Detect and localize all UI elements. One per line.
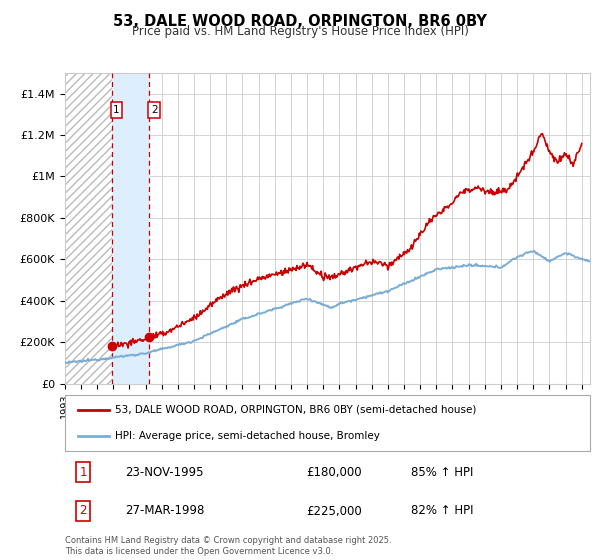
Text: 1: 1 [113,105,120,115]
Bar [112,73,149,384]
FancyBboxPatch shape [65,395,590,451]
Text: Contains HM Land Registry data © Crown copyright and database right 2025.
This d: Contains HM Land Registry data © Crown c… [65,536,391,556]
Text: £225,000: £225,000 [307,505,362,517]
Text: 27-MAR-1998: 27-MAR-1998 [125,505,205,517]
Text: 53, DALE WOOD ROAD, ORPINGTON, BR6 0BY (semi-detached house): 53, DALE WOOD ROAD, ORPINGTON, BR6 0BY (… [115,405,476,415]
Text: 2: 2 [79,505,87,517]
Text: 82% ↑ HPI: 82% ↑ HPI [412,505,474,517]
Text: 53, DALE WOOD ROAD, ORPINGTON, BR6 0BY: 53, DALE WOOD ROAD, ORPINGTON, BR6 0BY [113,14,487,29]
Text: 85% ↑ HPI: 85% ↑ HPI [412,466,473,479]
Text: 23-NOV-1995: 23-NOV-1995 [125,466,203,479]
Text: Price paid vs. HM Land Registry's House Price Index (HPI): Price paid vs. HM Land Registry's House … [131,25,469,38]
Text: 1: 1 [79,466,87,479]
Text: £180,000: £180,000 [307,466,362,479]
Text: 2: 2 [151,105,158,115]
Text: HPI: Average price, semi-detached house, Bromley: HPI: Average price, semi-detached house,… [115,431,380,441]
